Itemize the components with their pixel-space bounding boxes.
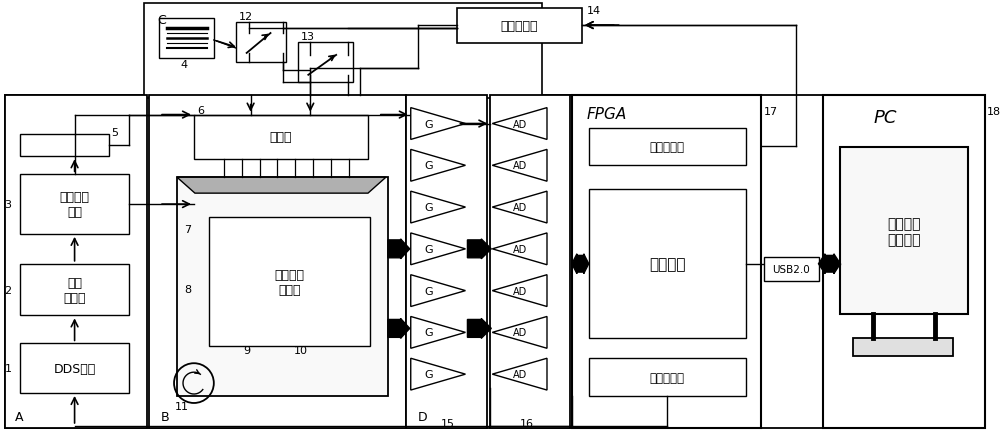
Text: 12: 12	[239, 12, 253, 22]
Text: 数据处理
结果分析: 数据处理 结果分析	[887, 216, 921, 247]
Text: 数据采集: 数据采集	[649, 257, 686, 272]
Text: AD: AD	[513, 286, 527, 296]
Polygon shape	[492, 150, 547, 182]
Text: 4: 4	[180, 60, 188, 70]
Text: 微小位移
传感器: 微小位移 传感器	[274, 268, 304, 296]
Bar	[840, 148, 968, 315]
Bar	[853, 339, 953, 357]
Text: G: G	[424, 369, 433, 379]
Text: G: G	[424, 203, 433, 212]
Text: 17: 17	[764, 106, 778, 117]
Text: AD: AD	[513, 119, 527, 129]
Polygon shape	[492, 108, 547, 140]
Text: FPGA: FPGA	[587, 106, 627, 121]
Text: USB2.0: USB2.0	[772, 264, 810, 274]
Polygon shape	[492, 317, 547, 349]
Text: G: G	[424, 244, 433, 254]
Polygon shape	[492, 275, 547, 307]
Text: A: A	[15, 410, 23, 423]
Text: 18: 18	[987, 106, 1000, 117]
Bar	[20, 343, 129, 393]
Bar	[298, 43, 353, 82]
Text: 激振器: 激振器	[269, 131, 292, 144]
Bar	[764, 257, 819, 281]
Polygon shape	[572, 254, 589, 274]
Text: 9: 9	[243, 346, 250, 356]
Polygon shape	[388, 319, 410, 339]
Polygon shape	[411, 108, 465, 140]
Polygon shape	[411, 192, 465, 223]
Text: 10: 10	[293, 346, 307, 356]
Text: 5: 5	[111, 128, 118, 138]
Text: 8: 8	[184, 284, 191, 294]
Text: 14: 14	[587, 6, 601, 16]
Bar	[236, 23, 286, 63]
Text: 13: 13	[301, 32, 315, 42]
Polygon shape	[492, 358, 547, 390]
Text: AD: AD	[513, 161, 527, 171]
Text: 6: 6	[197, 106, 204, 115]
Polygon shape	[411, 317, 465, 349]
Bar	[20, 264, 129, 316]
Text: 1: 1	[4, 364, 11, 373]
Bar	[589, 358, 746, 396]
Bar	[406, 95, 487, 428]
Polygon shape	[819, 254, 840, 274]
Text: 16: 16	[520, 418, 534, 428]
Polygon shape	[411, 275, 465, 307]
Polygon shape	[388, 239, 410, 259]
Text: 继电器控制: 继电器控制	[650, 141, 685, 154]
Text: 信号源控制: 信号源控制	[650, 371, 685, 384]
Bar	[5, 95, 147, 428]
Polygon shape	[492, 192, 547, 223]
Bar	[589, 190, 746, 339]
Bar	[823, 95, 985, 428]
Text: G: G	[424, 286, 433, 296]
Text: AD: AD	[513, 244, 527, 254]
Text: C: C	[157, 14, 166, 27]
Text: 功率放大
电路: 功率放大 电路	[60, 191, 90, 219]
Text: 7: 7	[184, 224, 191, 234]
Text: 11: 11	[175, 401, 189, 411]
Bar	[209, 218, 370, 346]
Text: AD: AD	[513, 369, 527, 379]
Text: 3: 3	[4, 200, 11, 210]
Text: G: G	[424, 119, 433, 129]
Text: 低通
滤波器: 低通 滤波器	[63, 276, 86, 304]
Bar	[20, 135, 109, 157]
Text: AD: AD	[513, 203, 527, 212]
Text: PC: PC	[873, 108, 897, 126]
Text: G: G	[424, 328, 433, 338]
Text: G: G	[424, 161, 433, 171]
Bar	[572, 95, 761, 428]
Bar	[457, 9, 582, 44]
Text: AD: AD	[513, 328, 527, 338]
Text: 继电器驱动: 继电器驱动	[500, 20, 538, 32]
Polygon shape	[411, 150, 465, 182]
Text: D: D	[418, 410, 427, 423]
Polygon shape	[177, 178, 386, 194]
Bar	[177, 178, 388, 396]
Polygon shape	[411, 233, 465, 265]
Bar	[194, 115, 368, 160]
Bar	[20, 175, 129, 234]
Polygon shape	[492, 233, 547, 265]
Text: 2: 2	[4, 285, 12, 295]
Bar	[159, 19, 214, 59]
Text: B: B	[161, 410, 170, 423]
Bar	[144, 4, 542, 99]
Text: 15: 15	[441, 418, 455, 428]
Polygon shape	[467, 319, 491, 339]
Bar	[490, 95, 570, 428]
Bar	[589, 128, 746, 166]
Polygon shape	[411, 358, 465, 390]
Bar	[149, 95, 406, 428]
Bar	[5, 95, 980, 428]
Polygon shape	[467, 239, 491, 259]
Text: DDS电路: DDS电路	[53, 362, 96, 375]
